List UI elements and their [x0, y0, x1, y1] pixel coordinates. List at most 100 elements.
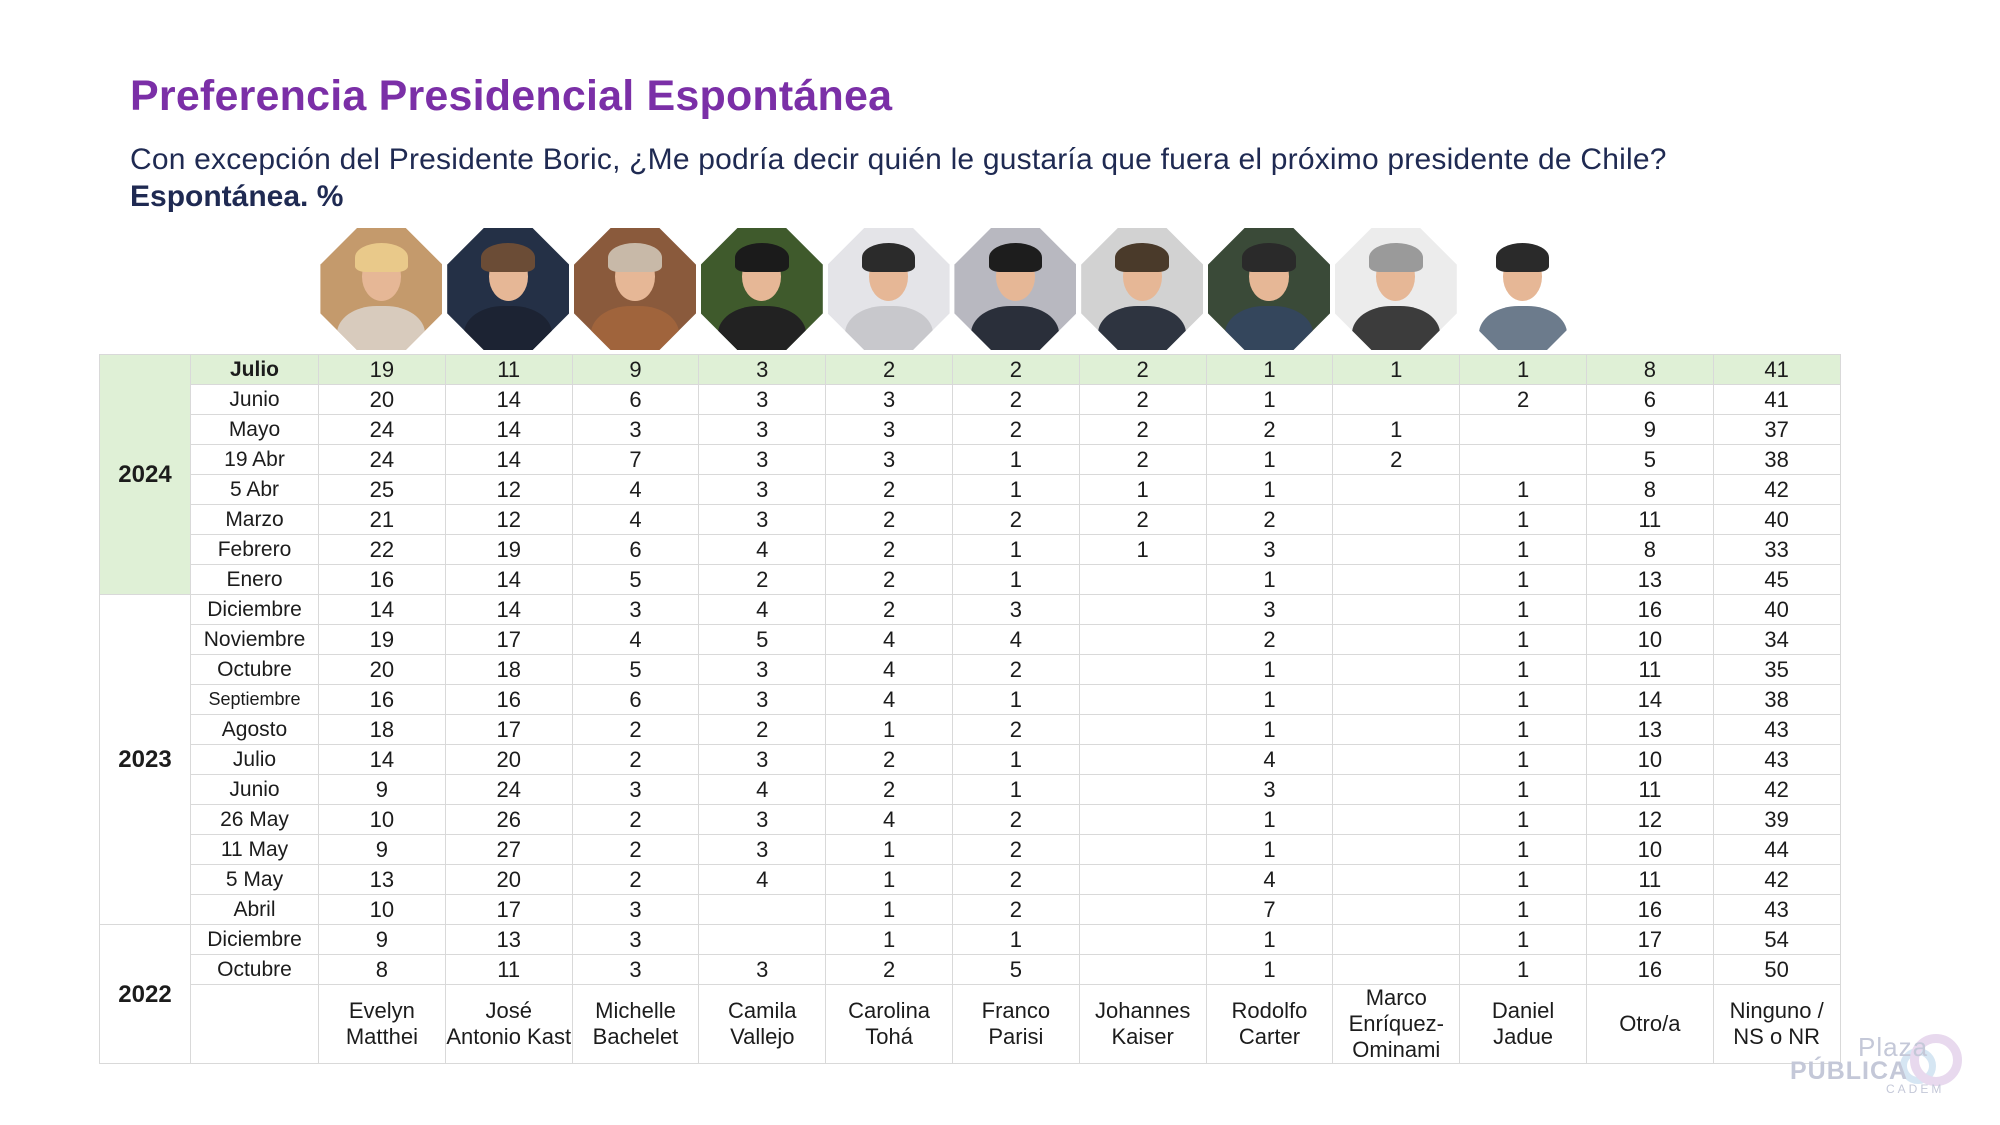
candidate-photo	[700, 228, 823, 350]
value-cell: 5	[1585, 444, 1714, 475]
logo-text-bottom: CADEM	[1886, 1082, 1945, 1096]
value-cell: 13	[318, 864, 446, 895]
value-cell: 8	[1585, 354, 1714, 385]
value-cell: 3	[698, 354, 827, 385]
value-cell: 1	[1459, 534, 1587, 565]
value-cell: 40	[1712, 504, 1841, 535]
value-cell: 3	[1205, 534, 1334, 565]
value-cell: 2	[825, 354, 953, 385]
value-cell: 2	[951, 804, 1080, 835]
value-cell: 37	[1712, 414, 1841, 445]
photo-hair	[481, 242, 536, 272]
value-cell: 4	[825, 654, 953, 685]
table-row: 2023 Diciembre 14 14 3 4 2 3 3 1 16 40	[99, 594, 1841, 925]
table-row: 26 May 10 26 2 3 4 2 1 1 12 39	[100, 804, 1841, 835]
candidate-photo	[1081, 228, 1204, 350]
value-cell: 1	[1459, 804, 1587, 835]
value-cell: 1	[951, 534, 1080, 565]
value-cell: 1	[1205, 954, 1334, 985]
value-cell: 3	[951, 594, 1080, 625]
photo-body	[337, 306, 426, 350]
value-cell	[1332, 924, 1461, 955]
value-cell: 12	[444, 474, 573, 505]
value-cell: 9	[318, 774, 446, 805]
value-cell: 3	[698, 804, 827, 835]
photo-hair	[1495, 242, 1550, 272]
column-name: Ninguno / NS o NR	[1712, 984, 1841, 1064]
year-cell: 2023	[99, 594, 191, 925]
value-cell: 3	[698, 954, 827, 985]
value-cell: 4	[571, 504, 700, 535]
value-cell	[1078, 774, 1207, 805]
logo-text-middle: PÚBLICA	[1790, 1057, 1909, 1085]
candidate-names-row: Evelyn Matthei José Antonio Kast Michelle …	[100, 984, 1841, 1064]
value-cell: 8	[1585, 474, 1714, 505]
value-cell: 17	[444, 894, 573, 925]
value-cell: 9	[571, 354, 700, 385]
period-cell: Enero	[190, 564, 319, 595]
value-cell: 1	[1459, 774, 1587, 805]
candidate-name: Rodolfo Carter	[1205, 984, 1334, 1064]
value-cell: 2	[951, 834, 1080, 865]
value-cell: 42	[1712, 774, 1841, 805]
value-cell: 2	[1078, 414, 1207, 445]
value-cell: 11	[1585, 864, 1714, 895]
empty-header-cell	[190, 984, 319, 1064]
period-cell: Agosto	[190, 714, 319, 745]
value-cell: 1	[1459, 894, 1587, 925]
value-cell: 1	[1459, 954, 1587, 985]
value-cell: 24	[318, 414, 446, 445]
period-cell: Mayo	[190, 414, 319, 445]
photo-hair	[1242, 242, 1296, 272]
value-cell: 2	[1332, 444, 1461, 475]
value-cell: 45	[1712, 564, 1841, 595]
table-row: Junio 9 24 3 4 2 1 3 1 11 42	[100, 774, 1841, 805]
value-cell: 44	[1712, 834, 1841, 865]
value-cell: 1	[1078, 534, 1207, 565]
value-cell: 13	[1585, 564, 1714, 595]
value-cell	[1078, 924, 1207, 955]
photo-hair	[608, 242, 662, 272]
value-cell	[1332, 864, 1461, 895]
value-cell: 2	[571, 864, 700, 895]
value-cell: 14	[444, 384, 573, 415]
value-cell: 20	[318, 384, 446, 415]
value-cell: 41	[1712, 384, 1841, 415]
value-cell: 2	[825, 474, 953, 505]
value-cell	[698, 894, 827, 925]
photo-body	[591, 306, 679, 350]
value-cell	[1332, 954, 1461, 985]
value-cell: 16	[318, 684, 446, 715]
photo-hair	[1115, 242, 1170, 272]
value-cell: 1	[951, 924, 1080, 955]
column-name: Otro/a	[1585, 984, 1714, 1064]
value-cell: 1	[1459, 504, 1587, 535]
value-cell: 3	[1205, 594, 1334, 625]
value-cell: 1	[825, 864, 953, 895]
value-cell: 12	[1585, 804, 1714, 835]
value-cell: 1	[1205, 924, 1334, 955]
value-cell: 4	[698, 864, 827, 895]
value-cell: 6	[571, 534, 700, 565]
table-row: Febrero 22 19 6 4 2 1 1 3 1 8 33	[100, 534, 1841, 565]
value-cell	[1332, 744, 1461, 775]
value-cell: 1	[1078, 474, 1207, 505]
candidate-name: Camila Vallejo	[698, 984, 827, 1064]
value-cell: 11	[1585, 654, 1714, 685]
value-cell: 10	[1585, 624, 1714, 655]
value-cell: 3	[698, 504, 827, 535]
value-cell: 6	[1585, 384, 1714, 415]
value-cell: 14	[1585, 684, 1714, 715]
value-cell: 1	[1205, 714, 1334, 745]
period-cell: 5 Abr	[190, 474, 319, 505]
value-cell: 2	[951, 894, 1080, 925]
candidate-photo	[1461, 228, 1584, 350]
value-cell: 1	[1459, 714, 1587, 745]
table-row: Noviembre 19 17 4 5 4 4 2 1 10 34	[100, 624, 1841, 655]
value-cell: 1	[1459, 474, 1587, 505]
value-cell: 34	[1712, 624, 1841, 655]
value-cell: 3	[571, 594, 700, 625]
value-cell: 4	[698, 534, 827, 565]
value-cell: 14	[318, 744, 446, 775]
value-cell: 9	[318, 924, 446, 955]
